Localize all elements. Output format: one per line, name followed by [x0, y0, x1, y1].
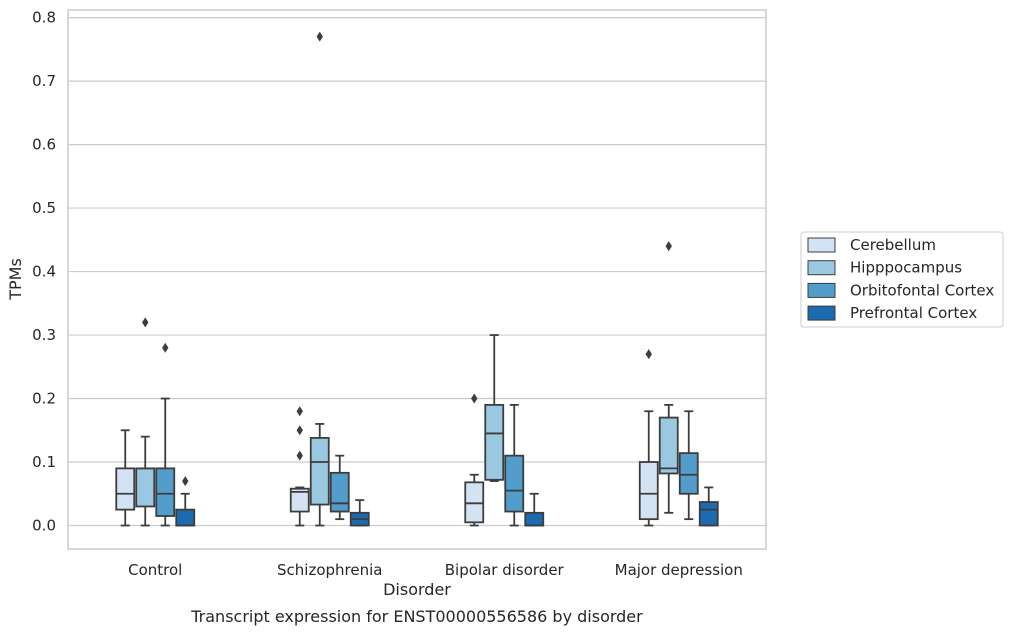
box-series: [115, 31, 719, 527]
y-tick-label: 0.8: [32, 9, 56, 27]
x-tick-label: Control: [128, 561, 182, 579]
box-body: [175, 508, 196, 527]
box-mark: [175, 476, 196, 527]
legend-item: Hipppocampus: [807, 259, 962, 277]
box-body: [484, 403, 505, 481]
outlier-point: [316, 31, 323, 42]
box-mark: [309, 31, 330, 527]
box-mark: [155, 342, 176, 527]
box-body: [638, 461, 659, 521]
x-tick-label: Bipolar disorder: [445, 561, 565, 579]
outlier-point: [162, 342, 169, 353]
legend-swatch: [807, 305, 836, 321]
box-mark: [484, 334, 505, 482]
box-mark: [289, 406, 310, 527]
legend-swatch: [807, 260, 836, 276]
outlier-point: [296, 450, 303, 461]
box-mark: [678, 410, 699, 521]
box-body: [115, 467, 136, 511]
legend-swatch: [807, 237, 836, 253]
legend-item: Prefrontal Cortex: [807, 304, 977, 322]
y-tick-label: 0.7: [32, 72, 56, 90]
outlier-point: [296, 406, 303, 417]
legend-label: Cerebellum: [850, 236, 936, 254]
outlier-point: [645, 349, 652, 360]
x-axis-ticks: Control Schizophrenia Bipolar disorder Majo…: [128, 561, 743, 579]
box-mark: [524, 492, 545, 527]
legend: Cerebellum Hipppocampus Orbitofontal Corte…: [800, 231, 1004, 328]
box-body: [329, 471, 350, 513]
outlier-point: [296, 425, 303, 436]
legend-item: Cerebellum: [807, 236, 936, 254]
box-body: [309, 436, 330, 506]
legend-item: Orbitofontal Cortex: [807, 281, 994, 299]
box-mark: [329, 454, 350, 521]
legend-label: Hipppocampus: [850, 259, 962, 277]
box-mark: [658, 241, 679, 514]
box-body: [464, 481, 485, 524]
box-mark: [504, 403, 525, 527]
outlier-point: [182, 476, 189, 487]
series-cerebellum: [115, 349, 659, 527]
y-axis-label: TPMs: [6, 258, 25, 301]
y-tick-label: 0.3: [32, 326, 56, 344]
y-tick-label: 0.2: [32, 390, 56, 408]
y-tick-label: 0.6: [32, 136, 56, 154]
box-mark: [638, 349, 659, 527]
box-body: [678, 452, 699, 495]
y-tick-label: 0.0: [32, 517, 56, 535]
outlier-point: [142, 317, 149, 328]
box-body: [504, 454, 525, 513]
box-mark: [464, 393, 485, 527]
outlier-point: [471, 393, 478, 404]
box-body: [155, 467, 176, 517]
plot-frame: [67, 9, 767, 550]
legend-label: Prefrontal Cortex: [850, 304, 977, 322]
y-tick-label: 0.1: [32, 453, 56, 471]
box-mark: [115, 429, 136, 527]
box-mark: [698, 486, 719, 527]
box-body: [658, 416, 679, 475]
series-orbitofontal-cortex: [155, 342, 699, 527]
box-body: [524, 511, 545, 527]
y-tick-label: 0.4: [32, 263, 56, 281]
box-body: [135, 467, 156, 508]
x-tick-label: Schizophrenia: [277, 561, 382, 579]
series-prefrontal-cortex: [175, 476, 719, 527]
chart-caption: Transcript expression for ENST0000055658…: [190, 607, 643, 626]
outlier-point: [665, 241, 672, 252]
box-body: [698, 501, 719, 527]
x-axis-label: Disorder: [383, 580, 451, 599]
series-hipppocampus: [135, 31, 679, 527]
legend-label: Orbitofontal Cortex: [850, 281, 994, 299]
box-mark: [135, 317, 156, 527]
legend-swatch: [807, 282, 836, 298]
legend-frame: [800, 231, 1004, 328]
y-axis-ticks: 0.0 0.1 0.2 0.3 0.4 0.5 0.6 0.7 0.8: [32, 9, 56, 535]
box-body: [289, 487, 310, 513]
x-tick-label: Major depression: [615, 561, 743, 579]
box-mark: [349, 499, 370, 527]
y-tick-label: 0.5: [32, 199, 56, 217]
